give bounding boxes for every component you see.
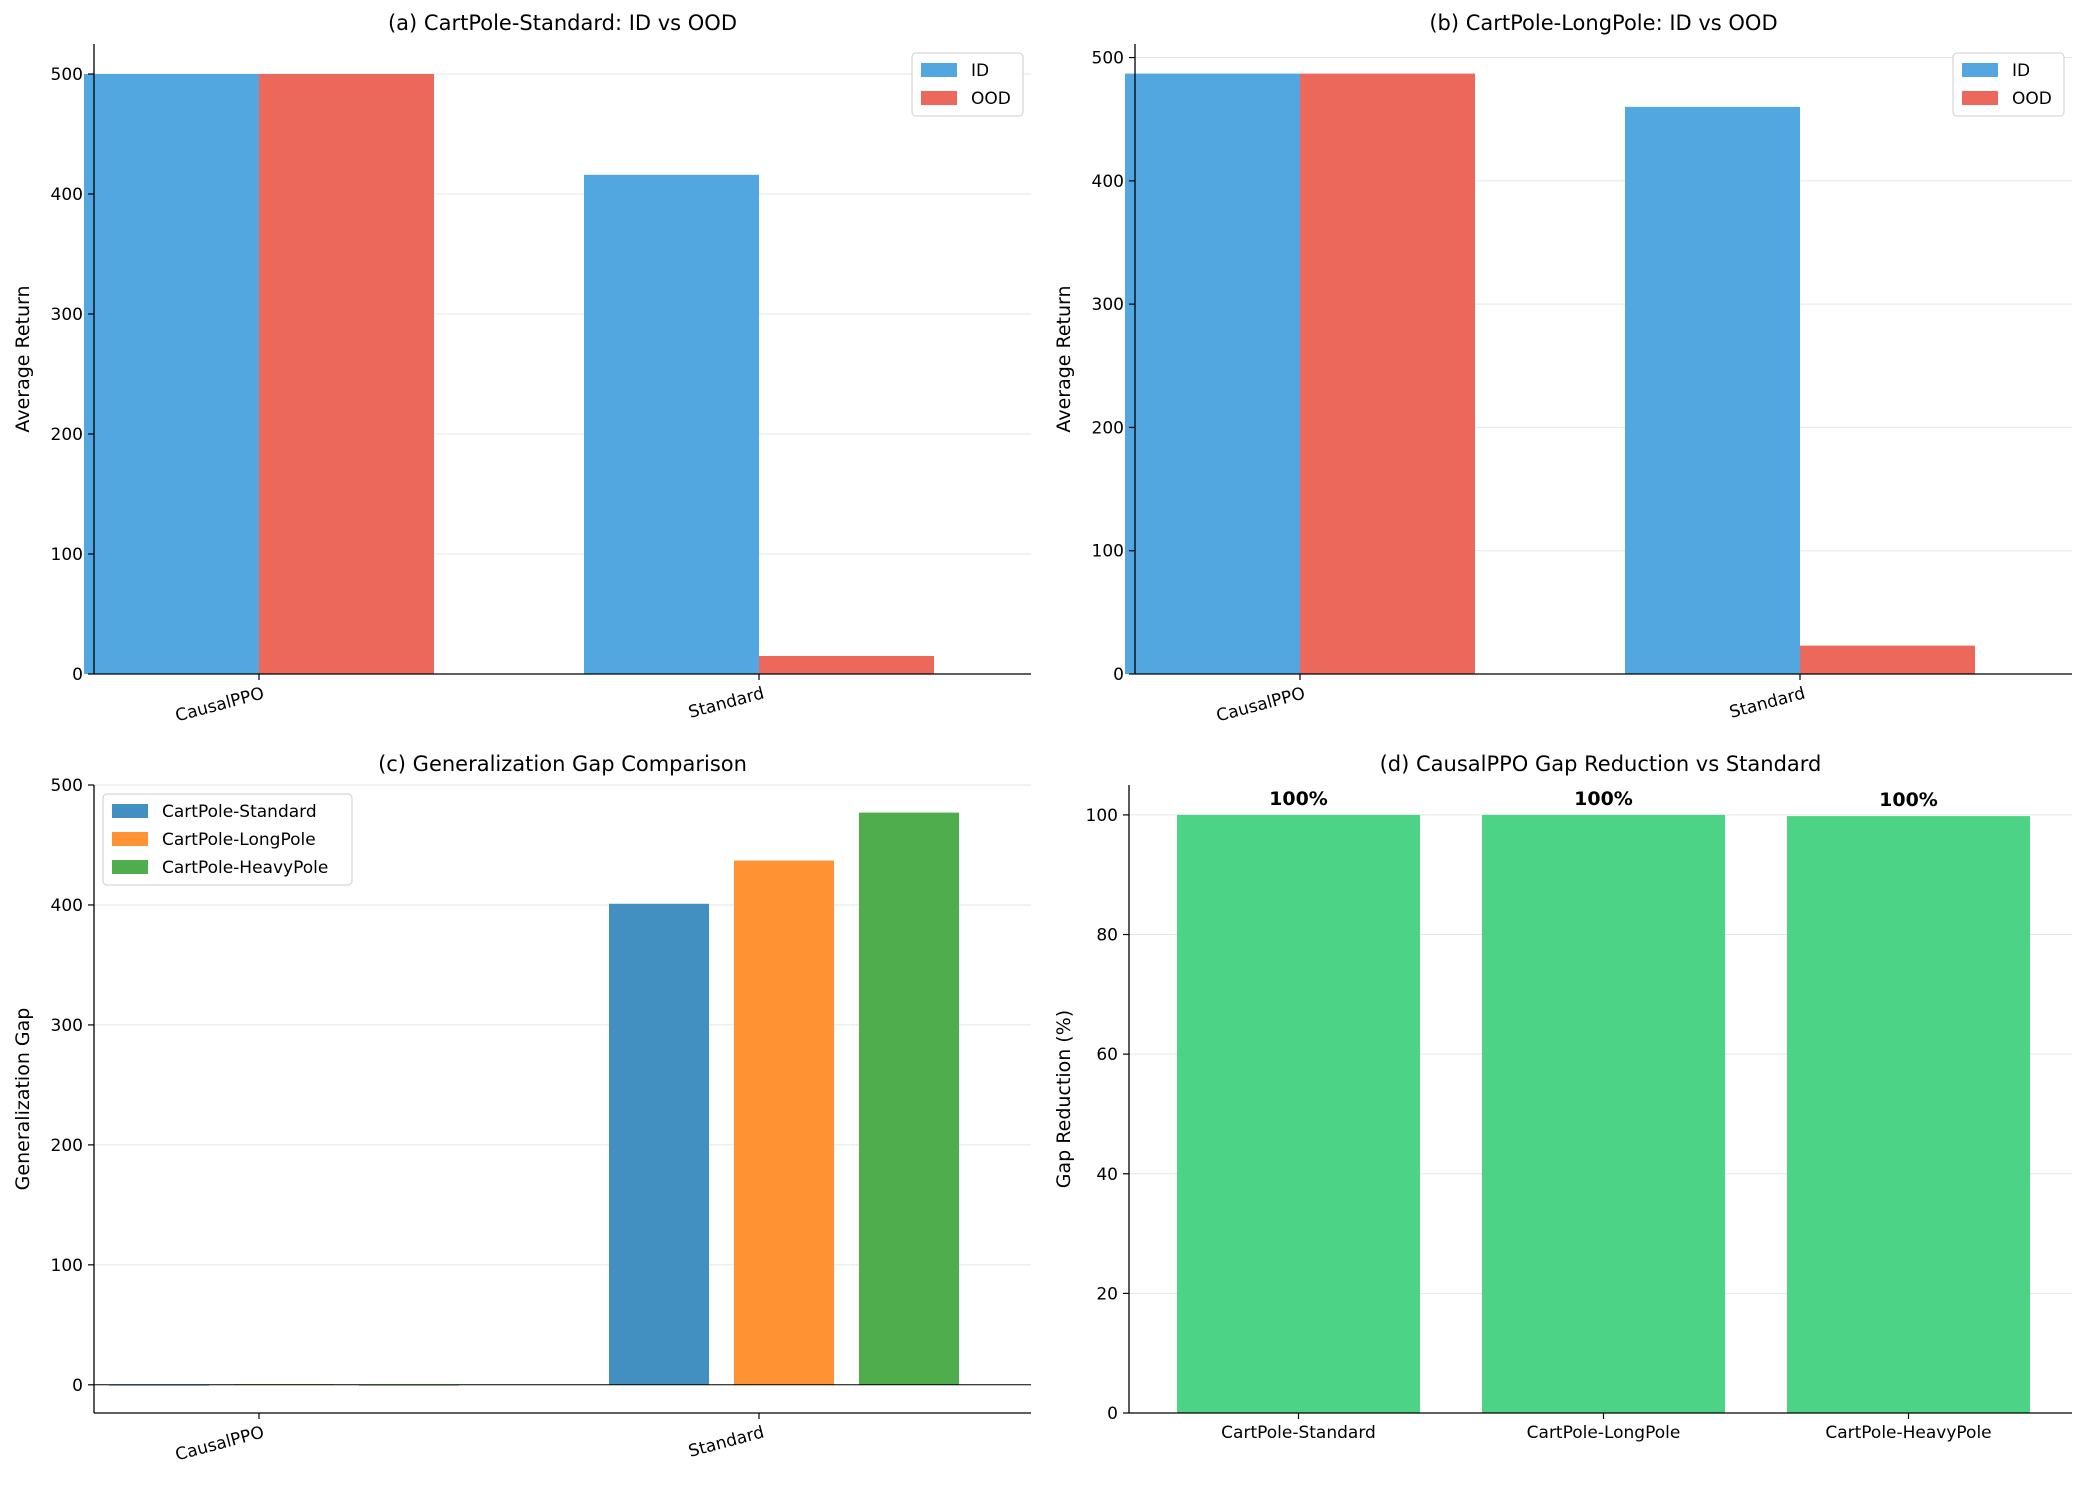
- bar-id-causalppo: [1125, 73, 1300, 674]
- y-tick-label: 100: [51, 545, 83, 565]
- y-tick-label: 40: [1096, 1165, 1118, 1185]
- data-label-2: 100%: [1879, 789, 1938, 811]
- y-tick-label: 300: [51, 305, 83, 325]
- legend-label: ID: [971, 61, 989, 81]
- y-tick-label: 100: [1086, 806, 1118, 826]
- y-tick-label: 0: [1113, 665, 1124, 685]
- panel-c: 0 100 200 300 400 500 CausalPPO Standard (c) Gen…: [12, 752, 1031, 1465]
- x-tick-label: Standard: [686, 1423, 766, 1462]
- y-axis-label: Average Return: [1053, 285, 1075, 432]
- x-tick-label: CartPole-LongPole: [1527, 1423, 1681, 1443]
- legend-label: OOD: [971, 89, 1011, 109]
- x-tick-label: Standard: [686, 684, 766, 723]
- y-axis-label: Generalization Gap: [12, 1008, 34, 1191]
- bar-ood-causalppo: [259, 74, 434, 674]
- y-tick-label: 200: [1092, 418, 1124, 438]
- bar-cartpole-longpole-standard: [734, 860, 834, 1385]
- y-tick-label: 300: [51, 1016, 83, 1036]
- y-tick-label: 200: [51, 425, 83, 445]
- chart-title: (a) CartPole-Standard: ID vs OOD: [388, 11, 737, 35]
- x-tick-label: CausalPPO: [173, 1423, 266, 1466]
- bar-id-standard: [584, 174, 759, 675]
- y-axis-label: Average Return: [12, 285, 34, 432]
- legend-label: CartPole-Standard: [162, 802, 317, 822]
- x-tick-label: CartPole-Standard: [1221, 1423, 1376, 1443]
- legend-swatch-id: [1962, 63, 1998, 77]
- legend-swatch-cartpole-longpole: [112, 832, 148, 846]
- bar-gap-reduction-2: [1787, 816, 2030, 1413]
- x-tick-label: Standard: [1727, 684, 1807, 723]
- y-tick-label: 0: [1107, 1404, 1118, 1424]
- x-tick-label: CausalPPO: [1214, 684, 1307, 727]
- y-tick-label: 500: [51, 776, 83, 796]
- y-tick-label: 300: [1092, 295, 1124, 315]
- legend-label: CartPole-HeavyPole: [162, 858, 328, 878]
- legend-label: OOD: [2012, 89, 2052, 109]
- y-tick-label: 400: [1092, 172, 1124, 192]
- legend-swatch-cartpole-standard: [112, 804, 148, 818]
- legend-label: CartPole-LongPole: [162, 830, 316, 850]
- bar-id-causalppo: [84, 74, 259, 674]
- legend-swatch-cartpole-heavypole: [112, 860, 148, 874]
- legend-swatch-id: [921, 63, 957, 77]
- y-tick-label: 200: [51, 1136, 83, 1156]
- y-tick-label: 500: [1092, 49, 1124, 69]
- y-tick-label: 500: [51, 65, 83, 85]
- y-tick-label: 60: [1096, 1045, 1118, 1065]
- y-tick-label: 400: [51, 896, 83, 916]
- bar-cartpole-standard-standard: [609, 903, 709, 1385]
- chart-title: (c) Generalization Gap Comparison: [378, 752, 747, 776]
- legend-box: [102, 793, 353, 886]
- y-tick-label: 400: [51, 185, 83, 205]
- y-tick-label: 100: [1092, 542, 1124, 562]
- panel-b: 0 100 200 300 400 500 CausalPPO Standard (b) Car…: [1053, 11, 2072, 726]
- bar-gap-reduction-0: [1177, 814, 1420, 1413]
- y-axis-label: Gap Reduction (%): [1053, 1010, 1075, 1188]
- y-tick-label: 0: [72, 1376, 83, 1396]
- data-label-0: 100%: [1269, 788, 1328, 810]
- bar-ood-standard: [759, 656, 934, 674]
- y-tick-label: 0: [72, 665, 83, 685]
- y-tick-label: 20: [1096, 1284, 1118, 1304]
- x-tick-label: CartPole-HeavyPole: [1825, 1423, 1991, 1443]
- panel-d: 100% 100% 100% 0 20 40 60 80 100 CartPole-Standar…: [1053, 752, 2072, 1443]
- bar-cartpole-heavypole-standard: [859, 812, 959, 1385]
- legend-label: ID: [2012, 61, 2030, 81]
- chart-title: (d) CausalPPO Gap Reduction vs Standard: [1380, 752, 1822, 776]
- bar-ood-causalppo: [1300, 73, 1475, 674]
- y-tick-label: 100: [51, 1256, 83, 1276]
- x-tick-label: CausalPPO: [173, 684, 266, 727]
- y-tick-label: 80: [1096, 926, 1118, 946]
- bar-gap-reduction-1: [1482, 814, 1725, 1413]
- legend-swatch-ood: [921, 91, 957, 105]
- bar-ood-standard: [1800, 645, 1975, 674]
- panel-a: 0 100 200 300 400 500 CausalPPO Standard (a) Car…: [12, 11, 1031, 726]
- bar-id-standard: [1625, 106, 1800, 674]
- legend-swatch-ood: [1962, 91, 1998, 105]
- data-label-1: 100%: [1574, 788, 1633, 810]
- chart-title: (b) CartPole-LongPole: ID vs OOD: [1429, 11, 1777, 35]
